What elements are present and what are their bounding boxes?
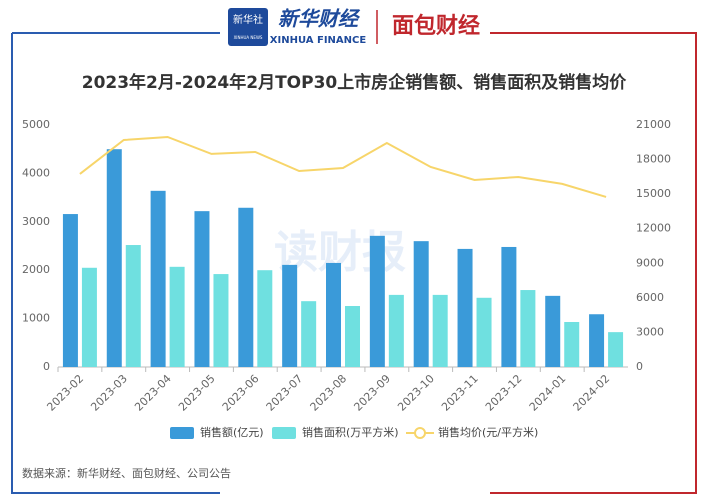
legend-label: 销售额(亿元) xyxy=(200,425,264,439)
bar xyxy=(545,295,561,367)
bar xyxy=(169,266,185,367)
y2-tick-label: 18000 xyxy=(636,153,671,166)
y-tick-label: 5000 xyxy=(22,118,50,131)
legend-swatch xyxy=(170,427,194,439)
logo-small-en: XINHUA NEWS xyxy=(234,35,263,40)
bar xyxy=(369,235,385,367)
frame-right xyxy=(490,32,697,494)
y2-tick-label: 6000 xyxy=(636,291,664,304)
bar xyxy=(589,314,605,367)
bar xyxy=(476,297,492,367)
legend-label: 销售面积(万平方米) xyxy=(302,425,399,439)
bar xyxy=(520,290,536,367)
bar xyxy=(238,207,254,367)
x-tick-label: 2023-11 xyxy=(439,372,481,414)
bar xyxy=(432,294,448,367)
bar xyxy=(81,267,97,367)
bar xyxy=(213,274,229,367)
bar xyxy=(413,241,429,367)
x-tick-label: 2023-08 xyxy=(308,372,350,414)
bar xyxy=(301,301,317,367)
legend-label: 销售均价(元/平方米) xyxy=(438,425,538,439)
bar xyxy=(62,214,78,367)
bar xyxy=(326,262,341,367)
bar xyxy=(457,248,473,367)
y-tick-label: 3000 xyxy=(22,215,50,228)
x-tick-label: 2024-02 xyxy=(571,372,613,414)
source: 数据来源：新华财经、面包财经、公司公告 xyxy=(22,466,231,480)
y2-tick-label: 15000 xyxy=(636,187,671,200)
frame-left xyxy=(11,33,220,494)
y2-tick-label: 0 xyxy=(636,360,643,373)
bar xyxy=(608,332,624,367)
x-tick-label: 2023-06 xyxy=(220,372,262,414)
x-tick-label: 2023-04 xyxy=(132,372,174,414)
bar xyxy=(106,149,122,367)
legend-marker xyxy=(414,427,426,439)
line xyxy=(79,135,607,198)
partner: 面包财经 xyxy=(392,13,480,39)
x-tick-label: 2023-05 xyxy=(176,372,218,414)
y-tick-label: 0 xyxy=(43,360,50,373)
x-tick-label: 2024-01 xyxy=(527,372,569,414)
x-tick-label: 2023-03 xyxy=(88,372,130,414)
bar xyxy=(194,211,210,367)
x-tick-label: 2023-07 xyxy=(264,372,306,414)
bar xyxy=(257,270,273,367)
y2-tick-label: 9000 xyxy=(636,256,664,269)
x-tick-label: 2023-09 xyxy=(351,372,393,414)
brand: 新华财经 xyxy=(278,7,361,31)
bar xyxy=(150,190,166,367)
x-tick-label: 2023-10 xyxy=(395,372,437,414)
y-tick-label: 4000 xyxy=(22,166,50,179)
bar xyxy=(564,321,580,367)
bar xyxy=(501,246,517,367)
chart-title: 2023年2月-2024年2月TOP30上市房企销售额、销售面积及销售均价 xyxy=(82,72,628,93)
y2-tick-label: 12000 xyxy=(636,222,671,235)
y-tick-label: 1000 xyxy=(22,312,50,325)
bar xyxy=(125,245,141,367)
y2-tick-label: 3000 xyxy=(636,325,664,338)
x-tick-label: 2023-12 xyxy=(483,372,525,414)
legend-swatch xyxy=(272,427,296,439)
bar xyxy=(282,264,298,367)
x-tick-label: 2023-02 xyxy=(44,372,86,414)
logo-small: 新华社 xyxy=(233,13,263,26)
bar xyxy=(345,306,360,367)
y2-tick-label: 21000 xyxy=(636,118,671,131)
bar xyxy=(388,294,404,367)
y-tick-label: 2000 xyxy=(22,263,50,276)
brand-en: XINHUA FINANCE xyxy=(270,35,367,46)
logo-box xyxy=(228,8,268,46)
